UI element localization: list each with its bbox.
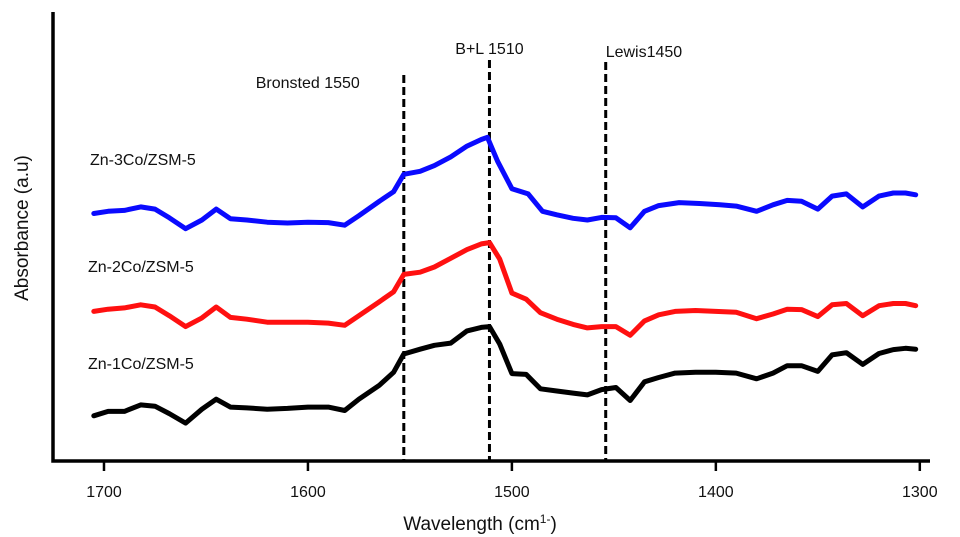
y-axis-title: Absorbance (a.u) (12, 155, 33, 301)
series-lines (91, 134, 919, 426)
x-tick-label: 1400 (698, 484, 734, 501)
x-tick-label: 1700 (86, 484, 122, 501)
x-tick-label: 1300 (902, 484, 938, 501)
annotation-lines (402, 60, 608, 461)
series-label: Zn-1Co/ZSM-5 (88, 356, 194, 373)
annotation-label: Lewis1450 (606, 44, 683, 61)
series-label: Zn-3Co/ZSM-5 (90, 152, 196, 169)
series-labels: Zn-3Co/ZSM-5 Zn-2Co/ZSM-5 Zn-1Co/ZSM-5 (88, 152, 196, 373)
annotation-label: B+L 1510 (455, 41, 523, 58)
series-label: Zn-2Co/ZSM-5 (88, 259, 194, 276)
axis-frame (51, 12, 930, 463)
series-line (91, 240, 919, 338)
series-line (91, 134, 919, 232)
series-line (91, 324, 919, 426)
annotation-labels: Bronsted 1550 B+L 1510 Lewis1450 (256, 41, 683, 92)
annotation-label: Bronsted 1550 (256, 75, 360, 92)
x-tick-label: 1600 (290, 484, 326, 501)
x-axis-ticks: 1700 1600 1500 1400 1300 (86, 461, 938, 501)
x-axis-title: Wavelength (cm1-) (403, 512, 557, 535)
x-tick-label: 1500 (494, 484, 530, 501)
